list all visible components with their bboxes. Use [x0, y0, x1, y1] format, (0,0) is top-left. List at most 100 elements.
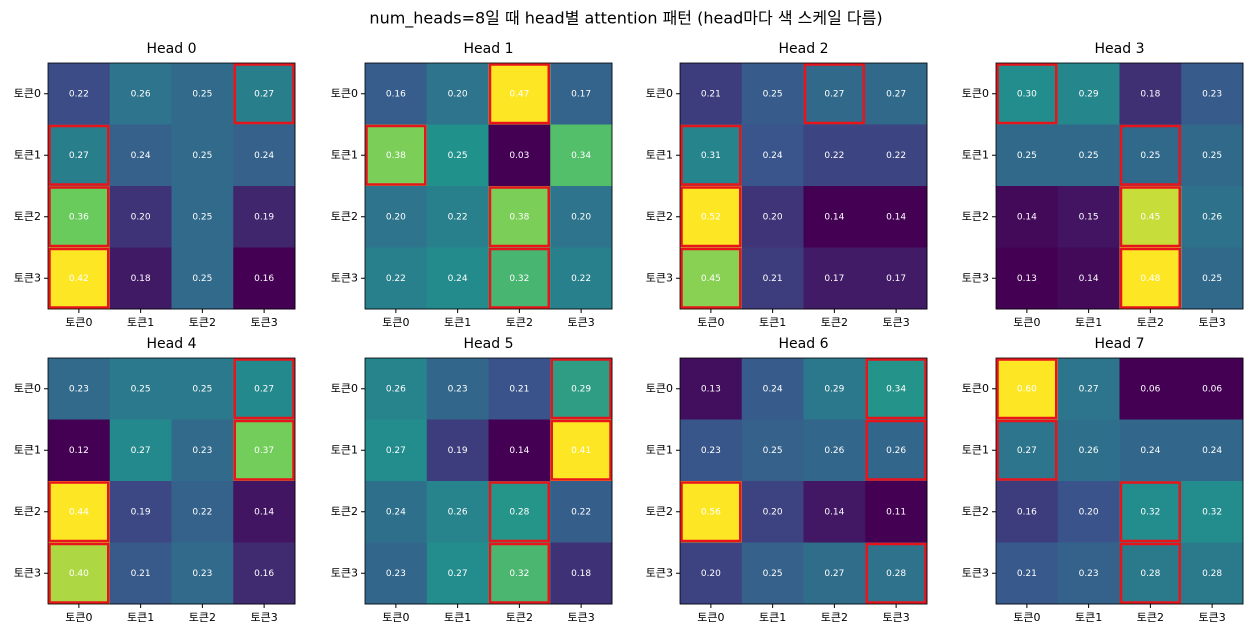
heatmap-cell	[109, 419, 172, 482]
x-tick-label: 토큰1	[444, 316, 471, 329]
value-label: 0.27	[1017, 446, 1037, 456]
heatmap-cell	[865, 186, 928, 248]
highlight-box	[488, 63, 550, 125]
value-label: 0.45	[1140, 212, 1160, 222]
x-tick-label: 토큰1	[127, 316, 154, 329]
value-label: 0.38	[386, 151, 406, 161]
value-label: 0.25	[131, 384, 151, 394]
axes-frame	[679, 62, 928, 310]
value-label: 0.03	[509, 151, 529, 161]
x-tick-label: 토큰0	[382, 611, 409, 624]
y-tick-label: 토큰3	[646, 271, 673, 284]
value-label: 0.22	[571, 274, 591, 284]
y-tick-label: 토큰2	[646, 210, 673, 223]
value-label: 0.25	[192, 384, 212, 394]
heatmap-cell	[680, 124, 743, 187]
highlight-box	[1119, 247, 1181, 309]
heatmap-cell	[680, 63, 743, 125]
value-label: 0.27	[448, 569, 468, 579]
value-label: 0.27	[824, 569, 844, 579]
value-label: 0.06	[1140, 384, 1160, 394]
value-label: 0.23	[386, 569, 406, 579]
value-label: 0.29	[1079, 89, 1099, 99]
y-tick-label: 토큰1	[962, 443, 989, 456]
heatmap-cell	[1119, 542, 1182, 605]
x-tick-label: 토큰1	[1075, 611, 1102, 624]
x-tick-label: 토큰3	[568, 316, 595, 329]
heatmap-cell	[803, 247, 866, 310]
y-tick-label: 토큰1	[646, 443, 673, 456]
y-tick-label: 토큰0	[14, 87, 41, 100]
value-label: 0.29	[824, 384, 844, 394]
value-label: 0.25	[1202, 151, 1222, 161]
value-label: 0.21	[509, 384, 529, 394]
highlight-box	[1119, 186, 1181, 248]
heatmap-cell	[48, 542, 111, 605]
value-label: 0.25	[192, 212, 212, 222]
heatmap-cell	[426, 358, 489, 420]
heatmap-cell	[365, 481, 428, 543]
value-label: 0.18	[1140, 89, 1160, 99]
heatmap-cell	[109, 481, 172, 543]
y-tick-label: 토큰2	[962, 210, 989, 223]
highlight-box	[488, 481, 550, 543]
heatmap-cell	[171, 247, 234, 310]
y-tick-label: 토큰3	[14, 566, 41, 579]
highlight-box	[233, 358, 295, 420]
value-label: 0.56	[701, 507, 721, 517]
y-tick-label: 토큰3	[962, 566, 989, 579]
x-tick-label: 토큰2	[821, 611, 848, 624]
heatmap-cell	[1119, 63, 1182, 125]
value-label: 0.26	[1079, 446, 1099, 456]
y-tick-label: 토큰0	[331, 87, 358, 100]
value-label: 0.28	[1202, 569, 1222, 579]
value-label: 0.15	[1079, 212, 1099, 222]
heatmap-cell	[171, 63, 234, 125]
heatmap-cell	[426, 186, 489, 248]
value-label: 0.48	[1140, 274, 1160, 284]
y-tick-label: 토큰1	[331, 148, 358, 161]
heatmap-cell	[865, 358, 928, 420]
heatmap-cell	[1181, 247, 1244, 310]
value-label: 0.27	[386, 446, 406, 456]
highlight-box	[48, 481, 110, 543]
value-label: 0.21	[763, 274, 783, 284]
heatmap-cell	[1057, 124, 1120, 187]
value-label: 0.17	[824, 274, 844, 284]
value-label: 0.27	[824, 89, 844, 99]
highlight-box	[803, 63, 865, 125]
value-label: 0.24	[1140, 446, 1160, 456]
y-tick-label: 토큰2	[962, 505, 989, 518]
heatmap-cell	[488, 481, 551, 543]
value-label: 0.27	[254, 89, 274, 99]
heatmap-cell	[550, 247, 613, 310]
value-label: 0.23	[69, 384, 89, 394]
heatmap-cell	[233, 124, 296, 187]
heatmap-cell	[803, 481, 866, 543]
heatmap-cell	[426, 481, 489, 543]
heatmap-cell	[680, 481, 743, 543]
heatmap-cell	[48, 358, 111, 420]
value-label: 0.41	[571, 446, 591, 456]
value-label: 0.28	[509, 507, 529, 517]
heatmap-cell	[996, 542, 1059, 605]
value-label: 0.14	[886, 212, 906, 222]
value-label: 0.44	[69, 507, 89, 517]
value-label: 0.32	[1140, 507, 1160, 517]
heatmap-cell	[488, 419, 551, 482]
heatmap-cell	[803, 358, 866, 420]
heatmap-cell	[865, 247, 928, 310]
heatmap-cell	[1119, 247, 1182, 310]
heatmap-cell	[1057, 542, 1120, 605]
x-tick-label: 토큰1	[759, 316, 786, 329]
heatmap-cell	[680, 247, 743, 310]
value-label: 0.25	[763, 569, 783, 579]
value-label: 0.14	[824, 212, 844, 222]
heatmap-cell	[109, 124, 172, 187]
value-label: 0.20	[386, 212, 406, 222]
value-label: 0.26	[1202, 212, 1222, 222]
y-tick-label: 토큰2	[331, 210, 358, 223]
value-label: 0.26	[386, 384, 406, 394]
value-label: 0.32	[509, 569, 529, 579]
heatmap-cell	[741, 481, 804, 543]
